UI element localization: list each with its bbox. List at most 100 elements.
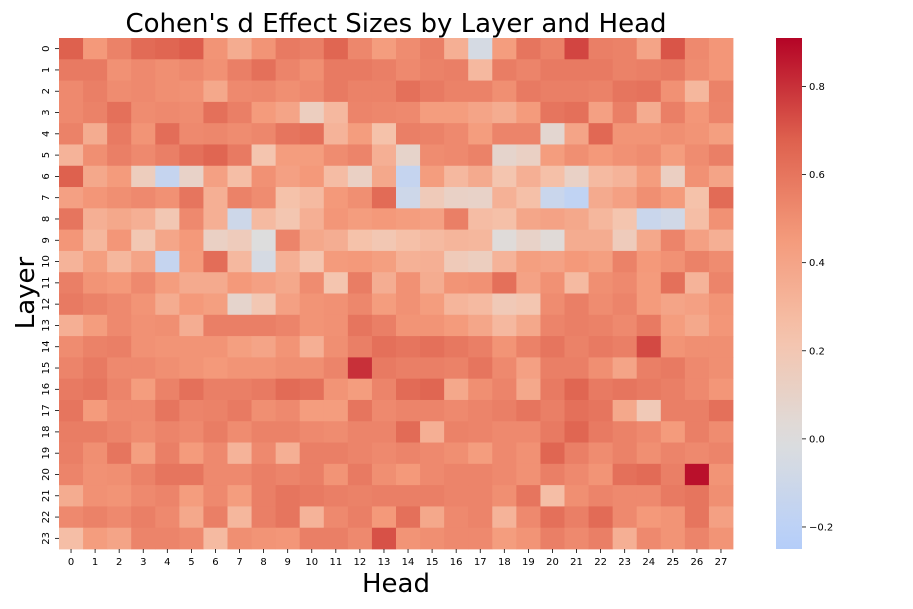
heatmap-cell-23-7 — [227, 527, 252, 550]
heatmap-cell-17-22 — [588, 399, 614, 422]
heatmap-cell-4-10 — [299, 123, 325, 145]
heatmap-cell-15-26 — [684, 357, 710, 380]
heatmap-cell-19-2 — [107, 442, 132, 465]
heatmap-cell-10-23 — [612, 250, 638, 273]
heatmap-cell-5-11 — [323, 144, 349, 167]
heatmap-cell-7-13 — [371, 187, 397, 209]
heatmap-cell-1-24 — [636, 59, 662, 81]
heatmap-cell-0-18 — [492, 38, 517, 60]
heatmap-cell-23-14 — [396, 527, 421, 550]
heatmap-cell-4-18 — [492, 123, 517, 145]
y-tick-label: 17 — [41, 404, 52, 417]
heatmap-cell-13-9 — [275, 314, 301, 337]
heatmap-cell-23-18 — [492, 527, 517, 550]
heatmap-cell-10-17 — [468, 250, 493, 273]
heatmap-cell-9-1 — [83, 229, 108, 252]
heatmap-cell-6-16 — [444, 165, 469, 188]
heatmap-cell-20-15 — [420, 463, 445, 486]
heatmap-cell-4-22 — [588, 123, 614, 145]
heatmap-cell-22-18 — [492, 506, 517, 529]
heatmap-cell-18-19 — [516, 421, 541, 443]
heatmap-cell-7-16 — [444, 187, 469, 209]
heatmap-cell-19-0 — [59, 442, 84, 465]
heatmap-cell-7-2 — [107, 187, 132, 209]
heatmap-cell-17-12 — [347, 399, 373, 422]
heatmap-cell-1-23 — [612, 59, 638, 81]
heatmap-cell-16-7 — [227, 378, 252, 401]
y-tick-label: 3 — [41, 109, 52, 115]
heatmap-cell-18-7 — [227, 421, 252, 443]
heatmap-cell-19-21 — [564, 442, 589, 465]
heatmap-cell-4-13 — [371, 123, 397, 145]
heatmap-cell-23-26 — [684, 527, 710, 550]
heatmap-cell-6-19 — [516, 165, 541, 188]
heatmap-cell-18-17 — [468, 421, 493, 443]
heatmap-cell-9-25 — [660, 229, 686, 252]
heatmap-cell-20-25 — [660, 463, 686, 486]
heatmap-cell-8-11 — [323, 208, 349, 231]
heatmap-cell-7-26 — [684, 187, 710, 209]
heatmap-cell-13-10 — [299, 314, 325, 337]
heatmap-cell-9-13 — [371, 229, 397, 252]
x-tick-label: 10 — [305, 557, 318, 568]
heatmap-cell-13-0 — [59, 314, 84, 337]
heatmap-cell-8-7 — [227, 208, 252, 231]
heatmap-cell-9-2 — [107, 229, 132, 252]
colorbar-tick-label: 0.0 — [809, 434, 825, 445]
heatmap-cell-17-25 — [660, 399, 686, 422]
heatmap-cell-3-9 — [275, 101, 301, 124]
heatmap-cell-12-20 — [540, 293, 565, 316]
heatmap-cell-17-5 — [179, 399, 204, 422]
y-tick-label: 14 — [41, 340, 52, 353]
heatmap-cell-0-27 — [708, 38, 734, 60]
heatmap-cell-10-7 — [227, 250, 252, 273]
heatmap-cell-14-2 — [107, 336, 132, 358]
heatmap-cell-14-5 — [179, 336, 204, 358]
heatmap-cell-3-23 — [612, 101, 638, 124]
heatmap-cell-14-3 — [131, 336, 156, 358]
heatmap-cell-7-22 — [588, 187, 614, 209]
heatmap-cell-8-16 — [444, 208, 469, 231]
heatmap-cell-16-23 — [612, 378, 638, 401]
heatmap-cell-22-10 — [299, 506, 325, 529]
heatmap-cell-20-26 — [684, 463, 710, 486]
heatmap-cell-13-2 — [107, 314, 132, 337]
heatmap-cell-5-7 — [227, 144, 252, 167]
heatmap-cell-12-1 — [83, 293, 108, 316]
heatmap-cell-15-20 — [540, 357, 565, 380]
heatmap-cell-13-19 — [516, 314, 541, 337]
heatmap-cell-23-27 — [708, 527, 734, 550]
heatmap-cell-1-0 — [59, 59, 84, 81]
heatmap-cell-8-3 — [131, 208, 156, 231]
heatmap-cell-1-15 — [420, 59, 445, 81]
heatmap-cell-13-12 — [347, 314, 373, 337]
heatmap-cell-2-11 — [323, 80, 349, 103]
heatmap-cell-4-25 — [660, 123, 686, 145]
heatmap-cell-0-21 — [564, 38, 589, 60]
y-tick-label: 0 — [41, 45, 52, 51]
heatmap-cell-15-23 — [612, 357, 638, 380]
x-tick-label: 16 — [450, 557, 463, 568]
heatmap-cell-18-12 — [347, 421, 373, 443]
heatmap-cell-8-27 — [708, 208, 734, 231]
heatmap-cell-12-12 — [347, 293, 373, 316]
heatmap-cell-10-2 — [107, 250, 132, 273]
heatmap-cell-10-18 — [492, 250, 517, 273]
heatmap-cell-6-5 — [179, 165, 204, 188]
heatmap-cell-4-9 — [275, 123, 301, 145]
heatmap-cell-14-7 — [227, 336, 252, 358]
heatmap-cell-8-12 — [347, 208, 373, 231]
heatmap-cell-7-15 — [420, 187, 445, 209]
heatmap-cell-7-10 — [299, 187, 325, 209]
heatmap-cell-21-1 — [83, 485, 108, 507]
x-tick-label: 6 — [212, 557, 218, 568]
heatmap-cell-4-17 — [468, 123, 493, 145]
heatmap-cell-15-1 — [83, 357, 108, 380]
heatmap-cell-5-25 — [660, 144, 686, 167]
heatmap-cell-20-21 — [564, 463, 589, 486]
heatmap-cell-2-17 — [468, 80, 493, 103]
heatmap-cell-2-23 — [612, 80, 638, 103]
heatmap-cell-2-22 — [588, 80, 614, 103]
heatmap-cell-13-27 — [708, 314, 734, 337]
heatmap-cell-1-27 — [708, 59, 734, 81]
